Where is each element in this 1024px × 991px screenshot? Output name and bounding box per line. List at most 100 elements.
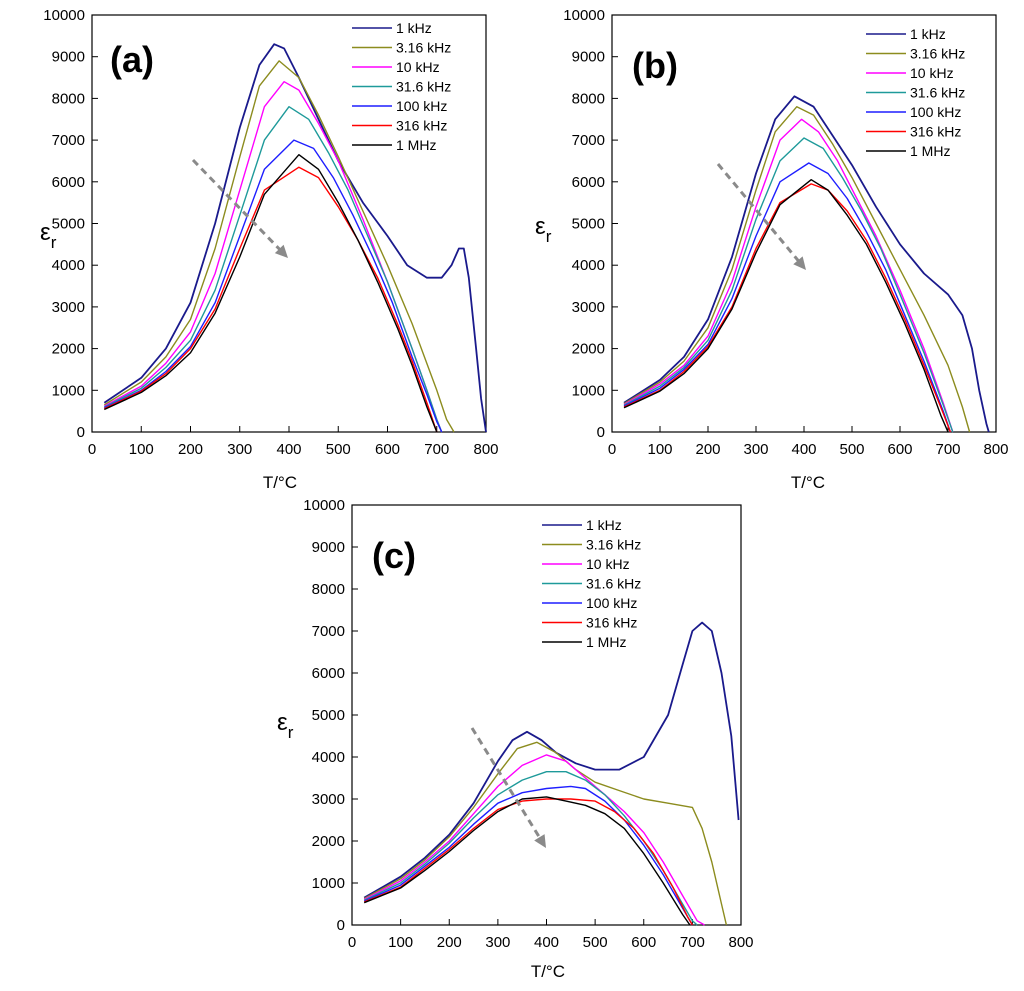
x-tick-label: 400 [791, 441, 816, 458]
x-tick-label: 600 [887, 441, 912, 458]
panel-a: 0 100 200 300 400 500 600 700 800010002000300040… [40, 7, 499, 492]
x-tick-label: 300 [485, 934, 510, 951]
y-tick-label: 8000 [572, 90, 605, 107]
legend-label-5: 316 kHz [910, 124, 961, 140]
y-tick-label: 1000 [312, 875, 345, 892]
y-tick-label: 2000 [572, 341, 605, 358]
series-line-4 [104, 139, 443, 433]
legend-label-0: 1 kHz [910, 26, 946, 42]
x-tick-label: 500 [326, 441, 351, 458]
trend-arrow-line [191, 158, 281, 251]
y-tick-label: 10000 [563, 7, 605, 24]
series-line-5 [623, 183, 952, 433]
legend-label-4: 100 kHz [396, 98, 447, 114]
y-tick-label: 4000 [572, 257, 605, 274]
legend-label-0: 1 kHz [586, 517, 622, 533]
y-tick-label: 3000 [312, 791, 345, 808]
series-line-1 [623, 105, 971, 433]
legend-label-1: 3.16 kHz [910, 46, 965, 62]
y-tick-label: 1000 [52, 382, 85, 399]
legend-label-6: 1 MHz [586, 634, 626, 650]
y-tick-label: 4000 [312, 749, 345, 766]
x-tick-label: 800 [728, 934, 753, 951]
y-tick-label: 8000 [312, 581, 345, 598]
x-tick-label: 0 [608, 441, 616, 458]
x-tick-label: 100 [388, 934, 413, 951]
legend-label-5: 316 kHz [586, 615, 637, 631]
legend-label-0: 1 kHz [396, 20, 432, 36]
y-tick-label: 7000 [52, 132, 85, 149]
series-line-3 [103, 105, 443, 433]
legend-label-1: 3.16 kHz [396, 40, 451, 56]
series-line-0 [103, 43, 487, 433]
y-tick-label: 0 [77, 424, 85, 441]
legend-label-5: 316 kHz [396, 118, 447, 134]
panel-b: 0 100 200 300 400 500 600 700 800010002000300040… [535, 7, 1009, 492]
x-tick-label: 100 [647, 441, 672, 458]
y-tick-label: 9000 [52, 49, 85, 66]
x-tick-label: 600 [375, 441, 400, 458]
x-axis-title: T/°C [791, 473, 825, 492]
x-tick-label: 800 [473, 441, 498, 458]
series-line-5 [104, 166, 438, 433]
trend-arrow-head [793, 256, 806, 270]
legend-label-1: 3.16 kHz [586, 537, 641, 553]
y-tick-label: 0 [337, 917, 345, 934]
legend-label-6: 1 MHz [910, 143, 950, 159]
y-tick-label: 6000 [312, 665, 345, 682]
x-axis-title: T/°C [531, 962, 565, 981]
x-tick-label: 500 [839, 441, 864, 458]
legend-label-4: 100 kHz [586, 595, 637, 611]
trend-arrow-head [534, 834, 546, 848]
y-tick-label: 10000 [43, 7, 85, 24]
x-tick-label: 600 [631, 934, 656, 951]
x-tick-label: 200 [178, 441, 203, 458]
panel-label: (b) [632, 45, 678, 86]
series-line-2 [623, 118, 954, 433]
x-tick-label: 200 [437, 934, 462, 951]
legend-label-2: 10 kHz [910, 65, 954, 81]
y-tick-label: 1000 [572, 382, 605, 399]
trend-arrow-line [470, 727, 541, 839]
x-tick-label: 800 [983, 441, 1008, 458]
legend-label-2: 10 kHz [586, 556, 630, 572]
legend-label-2: 10 kHz [396, 59, 440, 75]
trend-arrow-head [274, 244, 288, 258]
x-tick-label: 400 [276, 441, 301, 458]
series-line-5 [363, 798, 694, 926]
series-line-3 [623, 137, 954, 433]
trend-arrow-line [716, 163, 800, 262]
y-tick-label: 5000 [572, 216, 605, 233]
x-tick-label: 0 [88, 441, 96, 458]
y-axis-title: εr [40, 219, 57, 252]
y-tick-label: 3000 [52, 299, 85, 316]
x-tick-label: 100 [129, 441, 154, 458]
series-line-6 [363, 796, 691, 926]
y-tick-label: 5000 [312, 707, 345, 724]
y-axis-title: εr [277, 709, 294, 742]
series-line-1 [103, 60, 455, 433]
x-tick-label: 500 [583, 934, 608, 951]
series-line-0 [363, 621, 740, 899]
y-tick-label: 5000 [52, 216, 85, 233]
y-tick-label: 2000 [52, 341, 85, 358]
x-axis-title: T/°C [263, 473, 297, 492]
x-tick-label: 300 [227, 441, 252, 458]
series-line-2 [363, 754, 705, 926]
panel-label: (a) [110, 39, 154, 80]
panel-label: (c) [372, 535, 416, 576]
x-tick-label: 0 [348, 934, 356, 951]
x-tick-label: 400 [534, 934, 559, 951]
x-tick-label: 700 [680, 934, 705, 951]
legend-label-4: 100 kHz [910, 104, 961, 120]
y-tick-label: 7000 [312, 623, 345, 640]
y-tick-label: 6000 [572, 174, 605, 191]
y-tick-label: 2000 [312, 833, 345, 850]
y-tick-label: 8000 [52, 90, 85, 107]
series-line-6 [104, 153, 438, 433]
panel-c: 0 100 200 300 400 500 600 700 800010002000300040… [277, 497, 754, 981]
x-tick-label: 700 [424, 441, 449, 458]
series-line-0 [623, 95, 990, 433]
legend-label-6: 1 MHz [396, 137, 436, 153]
